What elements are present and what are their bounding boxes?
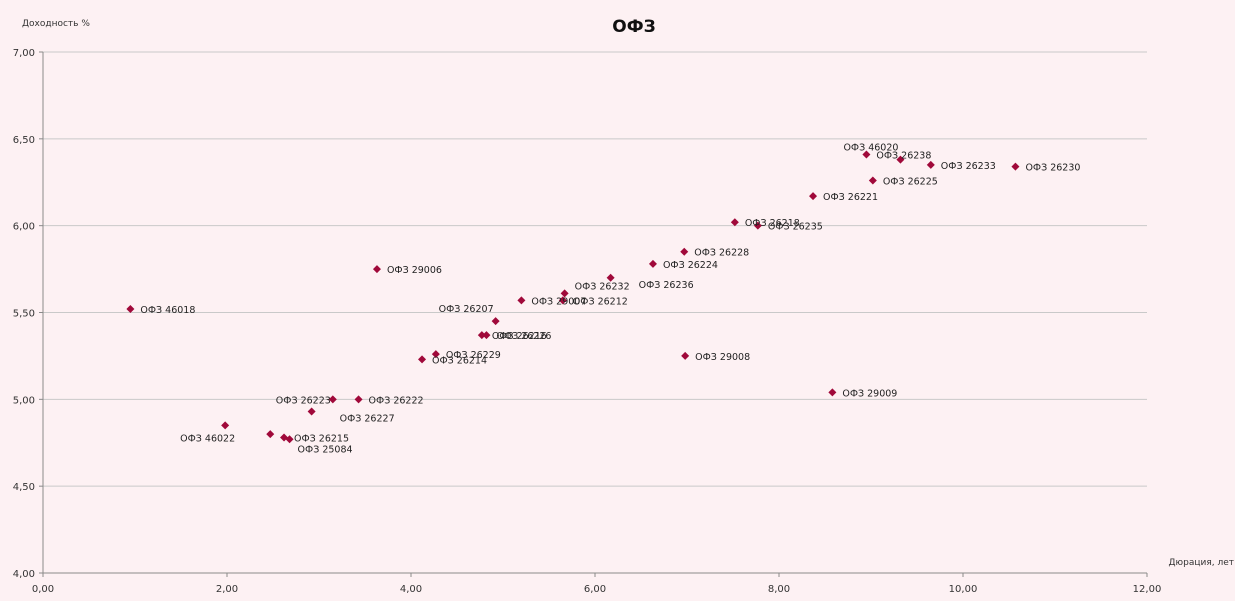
data-point	[1011, 162, 1020, 171]
data-point	[680, 247, 689, 256]
data-point	[809, 192, 818, 201]
point-label: ОФЗ 26215	[294, 434, 349, 445]
point-label: ОФЗ 46020	[843, 143, 898, 154]
data-point	[896, 155, 905, 164]
x-tick-label: 12,00	[1133, 584, 1162, 595]
x-tick-label: 8,00	[768, 584, 790, 595]
point-label: ОФЗ 26222	[369, 395, 424, 406]
point-label: ОФЗ 26212	[573, 296, 628, 307]
data-point	[372, 265, 381, 274]
point-label: ОФЗ 26233	[941, 161, 996, 172]
data-points	[126, 150, 1020, 444]
y-tick-label: 4,00	[13, 569, 35, 580]
data-point	[328, 395, 337, 404]
point-label: ОФЗ 29009	[842, 388, 897, 399]
data-point	[517, 296, 526, 305]
x-tick-label: 10,00	[949, 584, 978, 595]
point-label: ОФЗ 46018	[140, 305, 195, 316]
data-point	[681, 351, 690, 360]
point-label: ОФЗ 25084	[298, 444, 353, 455]
x-tick-label: 2,00	[216, 584, 238, 595]
y-tick-label: 5,50	[13, 309, 35, 320]
data-point	[868, 176, 877, 185]
data-point	[648, 259, 657, 268]
data-point	[828, 388, 837, 397]
data-point	[491, 317, 500, 326]
point-label: ОФЗ 26232	[575, 281, 630, 292]
data-point	[126, 305, 135, 314]
data-point	[221, 421, 230, 430]
chart-title: ОФЗ	[612, 17, 655, 37]
data-point	[307, 407, 316, 416]
point-label: ОФЗ 29007	[531, 296, 586, 307]
point-label: ОФЗ 26225	[883, 177, 938, 188]
point-label: ОФЗ 26235	[768, 222, 823, 233]
data-point	[926, 160, 935, 169]
y-axis-title: Доходность %	[22, 19, 90, 29]
point-label: ОФЗ 26207	[439, 304, 494, 315]
x-tick-label: 6,00	[584, 584, 606, 595]
point-label: ОФЗ 26221	[823, 192, 878, 203]
point-label: ОФЗ 26214	[432, 355, 487, 366]
data-point	[431, 350, 440, 359]
tick-labels: 4,00 4,50 5,00 5,50 6,00 6,50 7,00 0,00 2,00 4,00…	[13, 48, 1162, 595]
data-point	[285, 435, 294, 444]
data-point	[558, 296, 567, 305]
y-tick-label: 4,50	[13, 482, 35, 493]
point-label: ОФЗ 29008	[695, 352, 750, 363]
point-label: ОФЗ 26229	[446, 350, 501, 361]
point-label: ОФЗ 26218	[745, 218, 800, 229]
data-point	[266, 430, 275, 439]
point-label: ОФЗ 46022	[180, 433, 235, 444]
point-label: ОФЗ 26228	[694, 248, 749, 259]
y-tick-label: 5,00	[13, 395, 35, 406]
point-label: ОФЗ 26227	[340, 413, 395, 424]
grid	[43, 51, 1147, 487]
x-tick-label: 0,00	[32, 584, 54, 595]
data-point	[477, 331, 486, 340]
point-label: ОФЗ 26238	[876, 150, 931, 161]
x-tick-label: 4,00	[400, 584, 422, 595]
data-point	[606, 273, 615, 282]
data-point	[862, 150, 871, 159]
data-point	[418, 355, 427, 364]
point-label: ОФЗ 26223	[276, 395, 331, 406]
data-point	[354, 395, 363, 404]
point-label: ОФЗ 26224	[663, 260, 718, 271]
data-point	[560, 289, 569, 298]
data-point	[482, 331, 491, 340]
y-tick-label: 6,00	[13, 222, 35, 233]
data-point	[753, 221, 762, 230]
x-axis-title: Дюрация, лет	[1169, 558, 1234, 568]
axes	[39, 51, 1148, 577]
point-label: ОФЗ 26236	[639, 280, 694, 291]
point-label: ОФЗ 29006	[387, 265, 442, 276]
y-tick-label: 6,50	[13, 135, 35, 146]
point-label: ОФЗ 26216	[492, 331, 547, 342]
y-tick-label: 7,00	[13, 48, 35, 59]
point-label: ОФЗ 26230	[1025, 163, 1080, 174]
point-label: ОФЗ 26226	[496, 331, 551, 342]
data-point	[730, 218, 739, 227]
